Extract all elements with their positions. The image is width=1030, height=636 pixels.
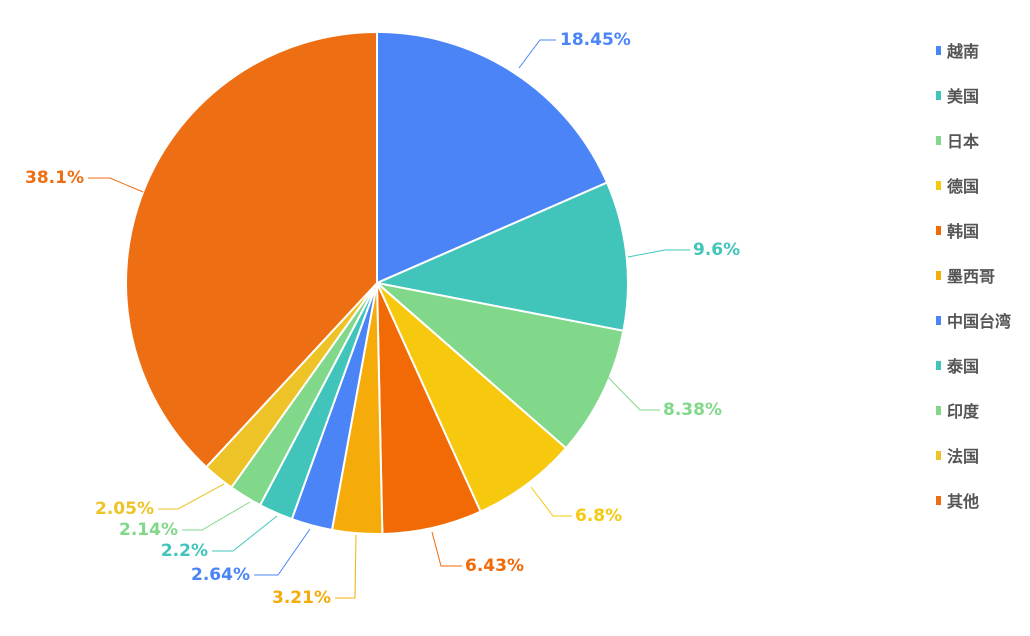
data-label-5: 3.21% [272, 588, 331, 608]
data-label-2: 8.38% [663, 400, 722, 420]
legend-swatch [936, 360, 941, 370]
legend-swatch [936, 495, 941, 505]
leader-line-6 [254, 528, 311, 576]
data-label-10: 38.1% [25, 168, 84, 188]
leader-line-3 [530, 486, 572, 517]
legend-label: 美国 [947, 87, 980, 106]
leader-line-10 [88, 177, 144, 193]
legend-label: 泰国 [947, 357, 980, 376]
pie-slice-0[interactable] [376, 31, 609, 284]
leader-line-8 [182, 501, 251, 531]
legend-swatch [936, 135, 941, 145]
legend-swatch [936, 405, 941, 415]
leader-line-0 [518, 39, 556, 69]
legend-label: 韩国 [947, 222, 980, 241]
legend-swatch [936, 450, 941, 460]
leader-line-4 [431, 531, 462, 567]
leader-line-5 [335, 534, 357, 599]
leader-line-7 [212, 515, 278, 552]
legend-swatch [936, 315, 941, 325]
data-label-0: 18.45% [560, 30, 631, 50]
legend-item-8[interactable]: 印度 [936, 400, 980, 421]
pie-slice-2[interactable] [376, 282, 625, 450]
legend-label: 墨西哥 [947, 267, 996, 286]
data-label-1: 9.6% [693, 240, 740, 260]
legend-swatch [936, 180, 941, 190]
data-label-8: 2.14% [119, 520, 178, 540]
leader-line-9 [158, 483, 225, 510]
legend-swatch [936, 225, 941, 235]
data-label-9: 2.05% [95, 499, 154, 519]
legend-item-10[interactable]: 其他 [936, 490, 980, 511]
legend-label: 法国 [947, 447, 980, 466]
leader-line-2 [602, 371, 660, 411]
legend-item-0[interactable]: 越南 [936, 40, 980, 61]
legend-item-1[interactable]: 美国 [936, 85, 980, 106]
legend-item-7[interactable]: 泰国 [936, 355, 980, 376]
legend-label: 中国台湾 [947, 312, 1012, 331]
legend-swatch [936, 270, 941, 280]
data-label-4: 6.43% [465, 556, 524, 576]
pie-slice-10[interactable] [125, 31, 378, 469]
legend-item-2[interactable]: 日本 [936, 130, 980, 151]
legend-item-4[interactable]: 韩国 [936, 220, 980, 241]
legend-label: 越南 [947, 42, 980, 61]
pie-slice-3[interactable] [376, 282, 568, 513]
legend-label: 德国 [947, 177, 980, 196]
data-label-3: 6.8% [575, 506, 622, 526]
legend-swatch [936, 45, 941, 55]
leader-line-1 [627, 249, 690, 258]
legend-item-9[interactable]: 法国 [936, 445, 980, 466]
data-label-6: 2.64% [191, 565, 250, 585]
pie-slice-1[interactable] [376, 181, 629, 332]
legend-label: 其他 [947, 492, 980, 511]
data-label-7: 2.2% [161, 541, 208, 561]
legend-swatch [936, 90, 941, 100]
legend-item-6[interactable]: 中国台湾 [936, 310, 1012, 331]
legend-item-3[interactable]: 德国 [936, 175, 980, 196]
legend-label: 印度 [947, 402, 980, 421]
legend-label: 日本 [947, 132, 980, 151]
legend-item-5[interactable]: 墨西哥 [936, 265, 996, 286]
